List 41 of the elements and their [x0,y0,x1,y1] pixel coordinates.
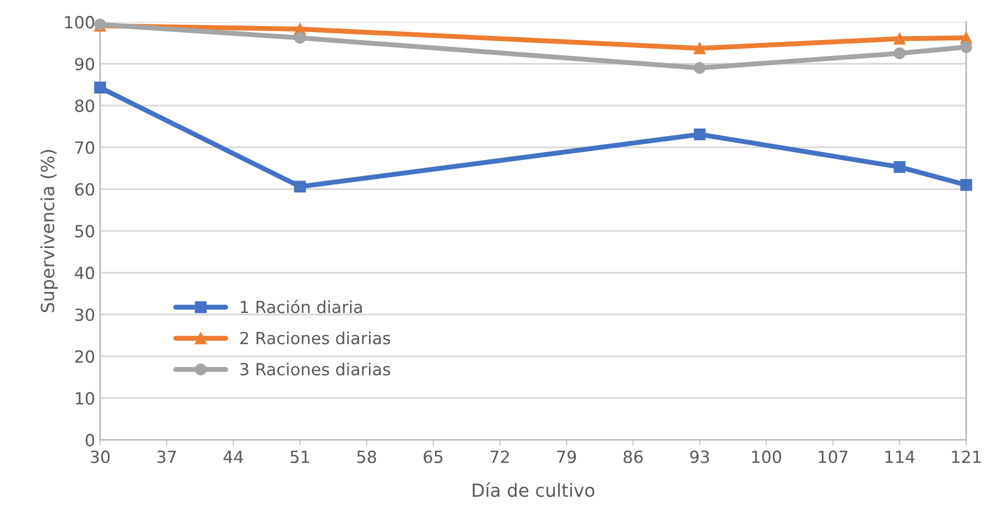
y-tick-label: 10 [76,392,94,405]
y-tick-label: 60 [75,183,94,196]
legend-label: 2 Raciones diarias [240,331,390,344]
x-tick-label: 58 [357,450,376,464]
y-tick-label: 0 [86,434,94,446]
y-tick-label: 90 [75,58,94,70]
x-tick-label: 93 [690,450,709,464]
x-tick-label: 51 [290,450,310,464]
point [894,161,906,173]
x-tick-label: 100 [752,450,782,464]
y-tick-label: 30 [75,308,94,322]
x-tick-label: 30 [90,450,110,464]
x-tick-label: 37 [157,450,176,464]
legend-label: 1 Ración diaria [240,300,362,314]
y-tick-label: 40 [74,266,94,280]
x-tick-label: 79 [557,450,576,464]
point [960,179,972,191]
y-tick-label: 80 [75,100,94,112]
point [294,32,306,44]
x-tick-label: 121 [952,450,981,463]
x-tick-label: 44 [224,450,244,463]
point [894,32,906,45]
x-axis-title: Día de cultivo [472,482,594,498]
y-tick-label: 100 [65,16,94,29]
legend-label: 3 Raciones diarias [240,362,390,376]
x-tick-label: 65 [424,450,442,464]
point [960,41,972,53]
y-tick-label: 70 [75,141,94,154]
x-tick-label: 72 [490,450,509,463]
x-tick-label: 86 [624,450,643,464]
point [694,62,706,74]
x-tick-label: 107 [818,450,848,464]
point [94,82,106,94]
y-axis-title: Supervivencia (%) [40,150,58,312]
point [294,180,306,193]
point [694,42,706,54]
x-tick-label: 114 [886,450,915,463]
y-tick-label: 50 [75,224,94,238]
point [894,47,906,60]
point [694,128,706,140]
y-tick-label: 20 [75,350,94,363]
